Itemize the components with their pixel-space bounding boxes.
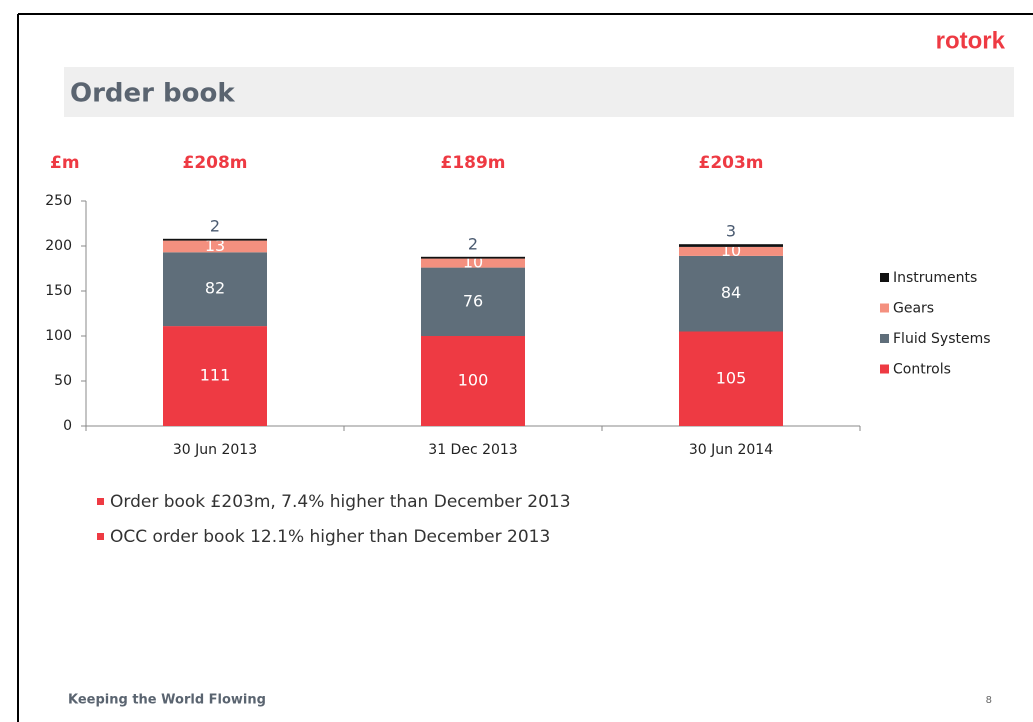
y-tick-label: 50 (54, 373, 72, 389)
bar-segment (679, 246, 783, 256)
x-tick-label: 30 Jun 2013 (173, 442, 257, 458)
footer-text: Keeping the World Flowing (68, 693, 266, 708)
bar-segment (679, 255, 783, 332)
y-tick-label: 200 (45, 238, 72, 254)
total-label: £208m (182, 153, 247, 173)
bullet-marker (97, 498, 104, 505)
bar-segment (679, 244, 783, 247)
bar-segment (421, 267, 525, 336)
slide-title: Order book (70, 79, 235, 109)
y-tick-label: 100 (45, 328, 72, 344)
data-label: 82 (205, 279, 225, 298)
y-axis-label: £m (50, 153, 80, 173)
bar-segment (421, 336, 525, 426)
bar-segment (679, 331, 783, 426)
y-tick-label: 0 (63, 418, 72, 434)
data-label: 76 (463, 291, 483, 310)
bar-segment (163, 238, 267, 241)
title-bar (64, 67, 1014, 117)
bar-segment (163, 240, 267, 253)
bar-segment (421, 258, 525, 268)
data-label: 13 (205, 236, 225, 255)
legend-swatch (880, 364, 889, 374)
data-label: 2 (210, 216, 220, 235)
legend-label: Controls (893, 362, 951, 378)
data-label: 2 (468, 234, 478, 253)
bar-segment (421, 256, 525, 259)
bar-segment (163, 252, 267, 327)
legend-label: Instruments (893, 270, 977, 286)
data-label: 10 (721, 241, 741, 260)
bar-segment (163, 326, 267, 426)
y-tick-label: 150 (45, 283, 72, 299)
x-tick-label: 30 Jun 2014 (689, 442, 773, 458)
data-label: 84 (721, 283, 741, 302)
data-label: 105 (716, 368, 747, 387)
legend-label: Fluid Systems (893, 331, 991, 347)
data-label: 111 (200, 366, 231, 385)
data-label: 10 (463, 253, 483, 272)
logo: rotork (936, 27, 1006, 54)
x-tick-label: 31 Dec 2013 (428, 442, 517, 458)
bullet-marker (97, 533, 104, 540)
bullet: Order book £203m, 7.4% higher than Decem… (110, 492, 571, 512)
bullet: OCC order book 12.1% higher than Decembe… (110, 527, 550, 547)
total-label: £203m (698, 153, 763, 173)
data-label: 100 (458, 371, 489, 390)
legend-swatch (880, 303, 889, 313)
data-label: 3 (726, 222, 736, 241)
total-label: £189m (440, 153, 505, 173)
y-tick-label: 250 (45, 193, 72, 209)
legend-swatch (880, 273, 889, 282)
legend-swatch (880, 334, 889, 343)
legend-label: Gears (893, 301, 934, 317)
page-number: 8 (986, 695, 992, 706)
